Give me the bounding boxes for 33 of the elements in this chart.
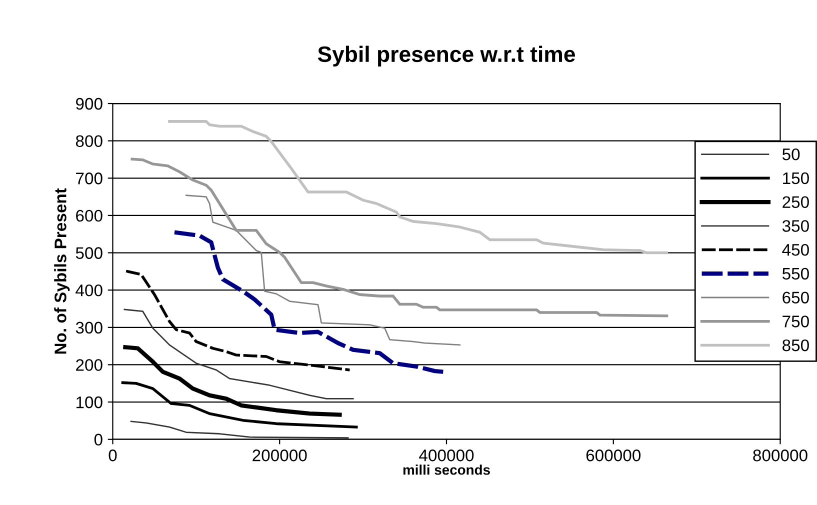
legend-label: 50 [782, 148, 800, 160]
x-tick-label: 200000 [252, 450, 307, 462]
legend-label: 150 [783, 172, 809, 184]
line-series [168, 120, 668, 254]
y-axis-title: No. of Sybils Present [54, 188, 70, 354]
legend-label: 550 [782, 268, 809, 280]
x-tick-label: 0 [108, 450, 117, 462]
line-series [124, 308, 354, 400]
legend-label: 250 [782, 196, 809, 208]
line-series [185, 194, 461, 346]
y-tick-label: 700 [76, 172, 102, 184]
y-tick-label: 0 [94, 434, 102, 446]
y-tick-label: 800 [76, 135, 102, 148]
x-axis-title: milli seconds [403, 464, 490, 475]
x-tick-label: 600000 [586, 450, 641, 462]
line-series [130, 420, 349, 439]
y-tick-label: 100 [76, 396, 102, 408]
chart-title: Sybil presence w.r.t time [318, 46, 576, 66]
y-tick-label: 600 [76, 210, 102, 222]
y-tick-label: 500 [76, 247, 102, 259]
legend-label: 650 [782, 292, 809, 304]
y-tick-label: 400 [76, 284, 102, 296]
y-tick-label: 900 [76, 98, 102, 110]
line-series [130, 158, 668, 318]
legend-label: 450 [782, 244, 809, 256]
y-tick-label: 200 [76, 359, 102, 371]
legend-label: 850 [782, 339, 809, 352]
legend-label: 750 [782, 316, 809, 328]
legend-label: 350 [782, 220, 809, 232]
x-tick-label: 400000 [419, 450, 474, 462]
x-tick-label: 800000 [753, 450, 808, 462]
line-series [172, 230, 446, 374]
y-tick-label: 300 [76, 322, 102, 334]
